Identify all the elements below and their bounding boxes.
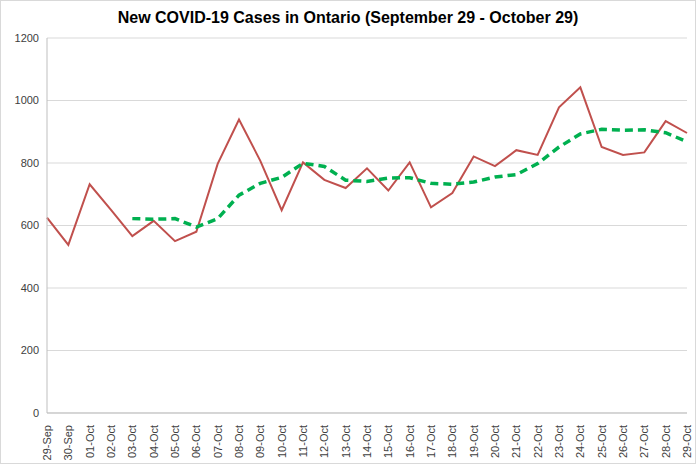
svg-text:27-Oct: 27-Oct [638,425,650,458]
html-text:New COVID-19 Cases in Ontario: New COVID-19 Cases in Ontario (September… [117,9,579,26]
svg-text:22-Oct: 22-Oct [532,425,544,458]
svg-text:24-Oct: 24-Oct [574,425,586,458]
svg-text:26-Oct: 26-Oct [617,425,629,458]
svg-text:03-Oct: 03-Oct [126,425,138,458]
svg-text:09-Oct: 09-Oct [254,425,266,458]
svg-text:29-Oct: 29-Oct [681,425,688,458]
svg-text:12-Oct: 12-Oct [318,425,330,458]
svg-text:20-Oct: 20-Oct [489,425,501,458]
svg-text:30-Sep: 30-Sep [62,425,74,460]
svg-text:1000: 1000 [15,94,39,106]
svg-text:11-Oct: 11-Oct [297,425,309,457]
svg-text:16-Oct: 16-Oct [404,425,416,458]
svg-text:15-Oct: 15-Oct [382,425,394,458]
svg-text:800: 800 [21,157,39,169]
svg-text:02-Oct: 02-Oct [105,425,117,458]
svg-text:17-Oct: 17-Oct [425,425,437,458]
svg-text:06-Oct: 06-Oct [190,425,202,458]
svg-text:08-Oct: 08-Oct [233,425,245,458]
svg-text:10-Oct: 10-Oct [276,425,288,458]
svg-text:04-Oct: 04-Oct [148,425,160,458]
svg-text:1200: 1200 [15,32,39,44]
svg-text:18-Oct: 18-Oct [446,425,458,458]
svg-text:13-Oct: 13-Oct [340,425,352,458]
svg-text:600: 600 [21,219,39,231]
svg-text:14-Oct: 14-Oct [361,425,373,458]
svg-text:05-Oct: 05-Oct [169,425,181,458]
svg-text:07-Oct: 07-Oct [212,425,224,458]
svg-text:19-Oct: 19-Oct [468,425,480,458]
svg-text:29-Sep: 29-Sep [41,425,53,460]
svg-text:21-Oct: 21-Oct [510,425,522,458]
svg-text:23-Oct: 23-Oct [553,425,565,458]
svg-text:28-Oct: 28-Oct [660,425,672,458]
svg-text:200: 200 [21,344,39,356]
svg-text:01-Oct: 01-Oct [84,425,96,458]
svg-text:0: 0 [33,407,39,419]
svg-text:25-Oct: 25-Oct [596,425,608,458]
svg-text:400: 400 [21,282,39,294]
